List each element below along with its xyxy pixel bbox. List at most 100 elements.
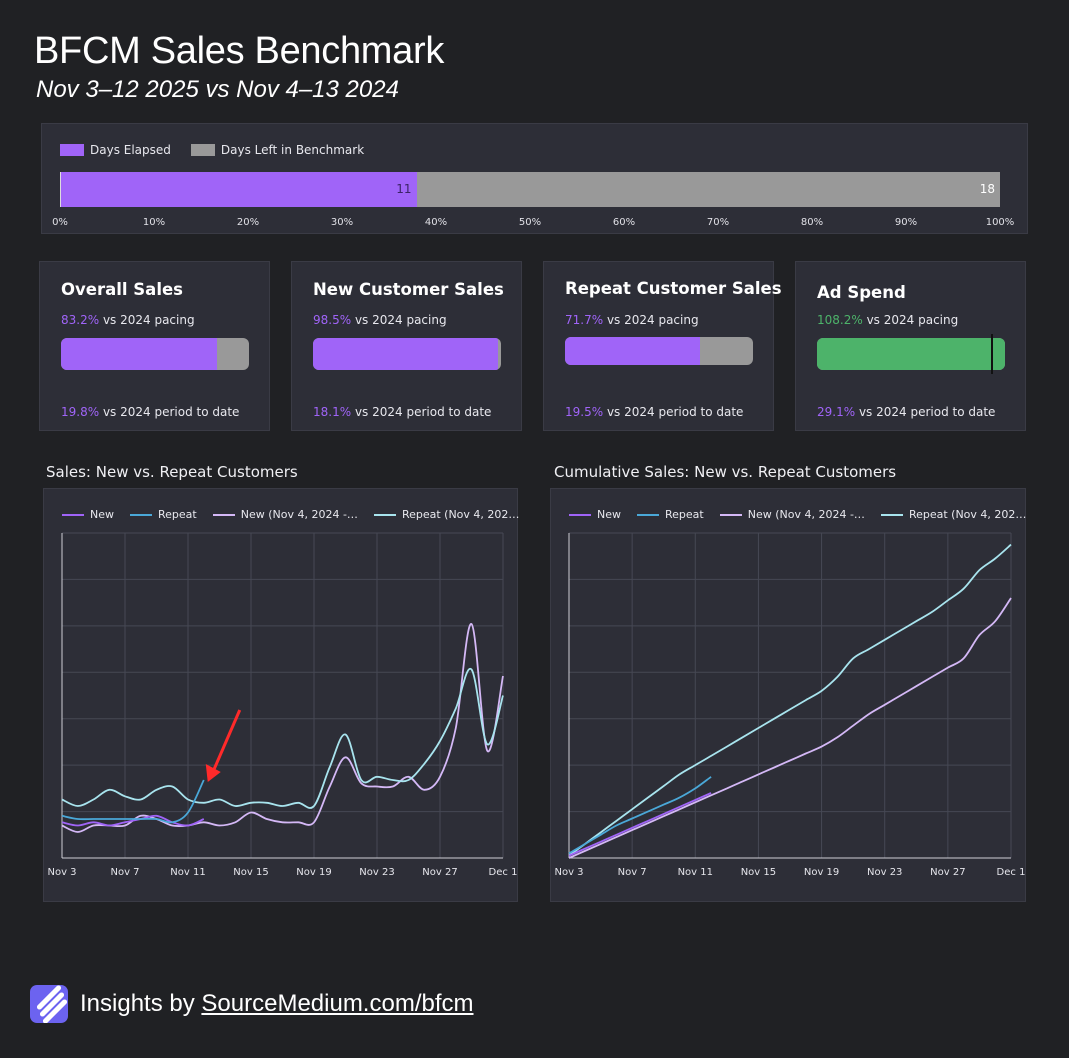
chart-title-sales: Sales: New vs. Repeat Customers xyxy=(46,463,298,481)
progress-axis-tick: 80% xyxy=(800,217,824,228)
x-tick-label: Nov 23 xyxy=(867,867,902,878)
legend-item[interactable]: New (Nov 4, 2024 -… xyxy=(212,508,358,521)
pacing-value: 83.2% xyxy=(61,313,100,327)
card-overall-sales: Overall Sales 83.2% vs 2024 pacing 19.8%… xyxy=(39,261,270,431)
progress-legend: Days Elapsed Days Left in Benchmark xyxy=(60,143,364,157)
pacing-bar[interactable] xyxy=(61,338,249,370)
legend-label: New xyxy=(90,508,114,521)
x-tick-label: Nov 3 xyxy=(554,867,583,878)
legend-days-elapsed[interactable]: Days Elapsed xyxy=(60,143,171,157)
period-label: vs 2024 period to date xyxy=(603,405,744,419)
pacing-value: 98.5% xyxy=(313,313,352,327)
days-left-bar[interactable]: 18 xyxy=(416,172,1000,207)
chart-legend: New Repeat New (Nov 4, 2024 -… Repeat (Nov … xyxy=(569,508,1026,521)
period-line: 19.5% vs 2024 period to date xyxy=(565,405,743,419)
card-title: Ad Spend xyxy=(817,283,906,302)
days-elapsed-bar[interactable]: 11 xyxy=(60,172,417,207)
series-line[interactable] xyxy=(61,623,504,833)
pacing-label: vs 2024 pacing xyxy=(603,313,699,327)
progress-axis-tick: 20% xyxy=(236,217,260,228)
x-tick-label: Nov 27 xyxy=(930,867,965,878)
pacing-bar-fill xyxy=(61,338,218,370)
x-tick-label: Nov 19 xyxy=(804,867,839,878)
card-repeat-customer-sales: Repeat Customer Sales 71.7% vs 2024 paci… xyxy=(543,261,782,431)
card-new-customer-sales: New Customer Sales 98.5% vs 2024 pacing … xyxy=(291,261,522,431)
x-tick-label: Nov 27 xyxy=(422,867,457,878)
footer-text: Insights by SourceMedium.com/bfcm xyxy=(80,990,474,1018)
legend-item[interactable]: Repeat (Nov 4, 202… xyxy=(373,508,520,521)
pacing-line: 83.2% vs 2024 pacing xyxy=(61,313,195,327)
legend-swatch-elapsed xyxy=(60,144,84,156)
days-left-value: 18 xyxy=(979,182,995,196)
progress-axis-tick: 70% xyxy=(706,217,730,228)
legend-item[interactable]: New (Nov 4, 2024 -… xyxy=(719,508,865,521)
period-label: vs 2024 period to date xyxy=(99,405,240,419)
legend-item[interactable]: New xyxy=(569,508,621,521)
legend-item[interactable]: Repeat xyxy=(637,508,704,521)
x-tick-label: Nov 11 xyxy=(170,867,205,878)
legend-days-left[interactable]: Days Left in Benchmark xyxy=(190,143,364,157)
chart-legend: New Repeat New (Nov 4, 2024 -… Repeat (Nov … xyxy=(62,508,519,521)
progress-axis-tick: 40% xyxy=(424,217,448,228)
period-value: 18.1% xyxy=(313,405,352,419)
period-line: 19.8% vs 2024 period to date xyxy=(61,405,239,419)
chart-svg: Nov 3 Nov 7 Nov 11 Nov 15 Nov 19 Nov 23 Nov 27… xyxy=(47,532,518,878)
sales-line-chart: New Repeat New (Nov 4, 2024 -… Repeat (Nov … xyxy=(43,488,519,902)
series-line[interactable] xyxy=(61,779,205,824)
progress-axis-tick: 90% xyxy=(894,217,918,228)
x-tick-label: Nov 11 xyxy=(678,867,713,878)
legend-line-swatch xyxy=(373,513,396,516)
legend-line-swatch xyxy=(212,513,235,516)
series-line[interactable] xyxy=(568,543,1012,857)
card-ad-spend: Ad Spend 108.2% vs 2024 pacing 29.1% vs … xyxy=(795,261,1026,431)
pacing-bar[interactable] xyxy=(565,337,753,365)
legend-label: New (Nov 4, 2024 -… xyxy=(747,508,865,521)
days-progress-bar: 11 18 xyxy=(60,172,1000,207)
pacing-line: 98.5% vs 2024 pacing xyxy=(313,313,447,327)
legend-line-swatch xyxy=(62,513,84,516)
pacing-label: vs 2024 pacing xyxy=(862,313,959,327)
pacing-value: 108.2% xyxy=(817,313,863,327)
annotation-arrow-head xyxy=(205,764,221,782)
legend-item[interactable]: Repeat xyxy=(130,508,197,521)
days-elapsed-value: 11 xyxy=(396,182,412,196)
legend-item[interactable]: New xyxy=(62,508,114,521)
legend-label: New xyxy=(597,508,621,521)
series-line[interactable] xyxy=(61,668,504,809)
series-line[interactable] xyxy=(61,814,205,827)
chart-title-cumulative: Cumulative Sales: New vs. Repeat Custome… xyxy=(554,463,897,481)
progress-axis-tick: 60% xyxy=(612,217,636,228)
pacing-bar-fill xyxy=(565,337,700,365)
bar-baseline xyxy=(60,172,61,207)
pacing-bar[interactable] xyxy=(313,338,501,370)
footer-link[interactable]: SourceMedium.com/bfcm xyxy=(201,990,474,1017)
page-subtitle: Nov 3–12 2025 vs Nov 4–13 2024 xyxy=(36,76,399,103)
period-line: 18.1% vs 2024 period to date xyxy=(313,405,491,419)
x-tick-label: Nov 7 xyxy=(110,867,139,878)
legend-line-swatch xyxy=(880,513,903,516)
benchmark-progress-panel: Days Elapsed Days Left in Benchmark 11 1… xyxy=(41,123,1028,234)
series-line[interactable] xyxy=(568,792,712,857)
progress-axis-tick: 50% xyxy=(518,217,542,228)
pacing-bar[interactable] xyxy=(817,334,1005,374)
pacing-bar-fill xyxy=(313,338,499,370)
progress-axis-tick: 10% xyxy=(142,217,166,228)
x-tick-label: Nov 23 xyxy=(359,867,394,878)
progress-axis-tick: 30% xyxy=(330,217,354,228)
series-line[interactable] xyxy=(568,597,1012,859)
period-line: 29.1% vs 2024 period to date xyxy=(817,405,995,419)
pacing-label: vs 2024 pacing xyxy=(99,313,195,327)
footer: Insights by SourceMedium.com/bfcm xyxy=(30,985,474,1023)
legend-item[interactable]: Repeat (Nov 4, 202… xyxy=(880,508,1026,521)
legend-line-swatch xyxy=(569,513,591,516)
progress-axis-tick: 100% xyxy=(985,217,1015,228)
period-label: vs 2024 period to date xyxy=(351,405,492,419)
x-tick-label: Dec 1 xyxy=(489,867,518,878)
x-tick-label: Nov 15 xyxy=(233,867,268,878)
legend-label: Repeat (Nov 4, 202… xyxy=(401,508,520,521)
series-line[interactable] xyxy=(568,776,712,855)
annotation-arrow-shaft xyxy=(212,709,242,771)
legend-label: Repeat xyxy=(158,508,197,521)
cumulative-sales-line-chart: New Repeat New (Nov 4, 2024 -… Repeat (Nov … xyxy=(550,488,1026,902)
pacing-value: 71.7% xyxy=(565,313,604,327)
